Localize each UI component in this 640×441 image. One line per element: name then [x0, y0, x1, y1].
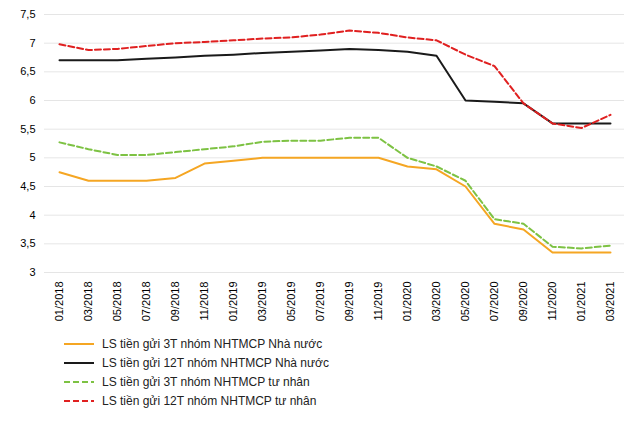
svg-text:4,5: 4,5 [20, 180, 35, 192]
html-text:LS tiền gửi 3T nhóm NHTMCP tư: LS tiền gửi 3T nhóm NHTMCP tư nhân [102, 374, 310, 389]
svg-text:7: 7 [29, 37, 35, 49]
svg-text:4: 4 [29, 209, 35, 221]
svg-text:05/2018: 05/2018 [111, 282, 123, 322]
svg-text:01/2021: 01/2021 [575, 282, 587, 322]
svg-text:03/2021: 03/2021 [604, 282, 616, 322]
svg-text:5: 5 [29, 151, 35, 163]
svg-text:11/2020: 11/2020 [546, 282, 558, 321]
svg-text:03/2018: 03/2018 [82, 282, 94, 322]
svg-text:03/2020: 03/2020 [430, 282, 442, 322]
svg-text:07/2018: 07/2018 [140, 282, 152, 322]
svg-text:3,5: 3,5 [20, 237, 35, 249]
svg-text:01/2020: 01/2020 [401, 282, 413, 322]
svg-text:6,5: 6,5 [20, 65, 35, 77]
svg-text:3: 3 [29, 266, 35, 278]
svg-text:03/2019: 03/2019 [256, 282, 268, 322]
svg-text:11/2019: 11/2019 [372, 282, 384, 321]
svg-text:07/2020: 07/2020 [488, 282, 500, 322]
svg-text:09/2018: 09/2018 [169, 282, 181, 322]
svg-text:7,5: 7,5 [20, 8, 35, 20]
svg-text:09/2020: 09/2020 [517, 282, 529, 322]
svg-text:6: 6 [29, 94, 35, 106]
html-text:LS tiền gửi 12T nhóm NHTMCP tư: LS tiền gửi 12T nhóm NHTMCP tư nhân [102, 393, 317, 408]
svg-text:01/2018: 01/2018 [53, 282, 65, 322]
html-text:LS tiền gửi 3T nhóm NHTMCP Nhà: LS tiền gửi 3T nhóm NHTMCP Nhà nước [102, 336, 323, 351]
svg-text:11/2018: 11/2018 [198, 282, 210, 321]
svg-text:05/2019: 05/2019 [285, 282, 297, 322]
svg-text:05/2020: 05/2020 [459, 282, 471, 322]
svg-text:01/2019: 01/2019 [227, 282, 239, 322]
svg-text:07/2019: 07/2019 [314, 282, 326, 322]
svg-text:5,5: 5,5 [20, 123, 35, 135]
html-text:LS tiền gửi 12T nhóm NHTMCP Nh: LS tiền gửi 12T nhóm NHTMCP Nhà nước [102, 355, 329, 370]
svg-text:09/2019: 09/2019 [343, 282, 355, 322]
